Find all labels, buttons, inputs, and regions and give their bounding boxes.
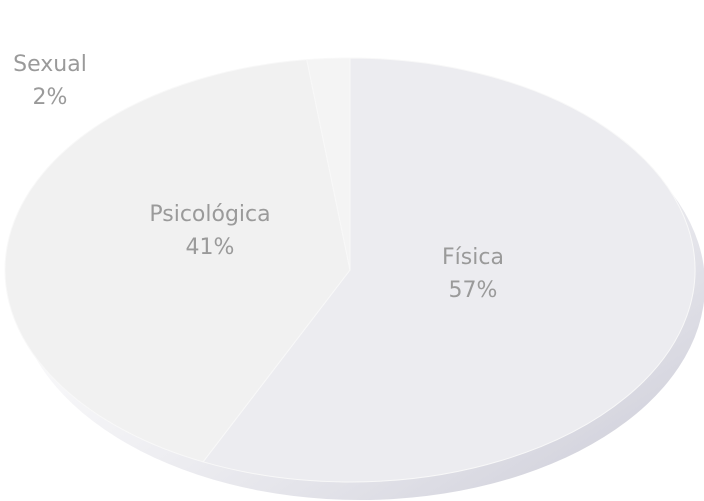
slice-value-label: 2% (33, 85, 68, 110)
pie (4, 57, 696, 483)
slice-value-label: 41% (186, 235, 235, 260)
slice-label: Física (442, 245, 504, 270)
slice-value-label: 57% (449, 278, 498, 303)
slice-label: Psicológica (149, 202, 270, 227)
pie-slice (202, 57, 696, 483)
slice-label: Sexual (13, 52, 87, 77)
pie-slice (4, 59, 351, 463)
pie-slice (306, 57, 351, 271)
